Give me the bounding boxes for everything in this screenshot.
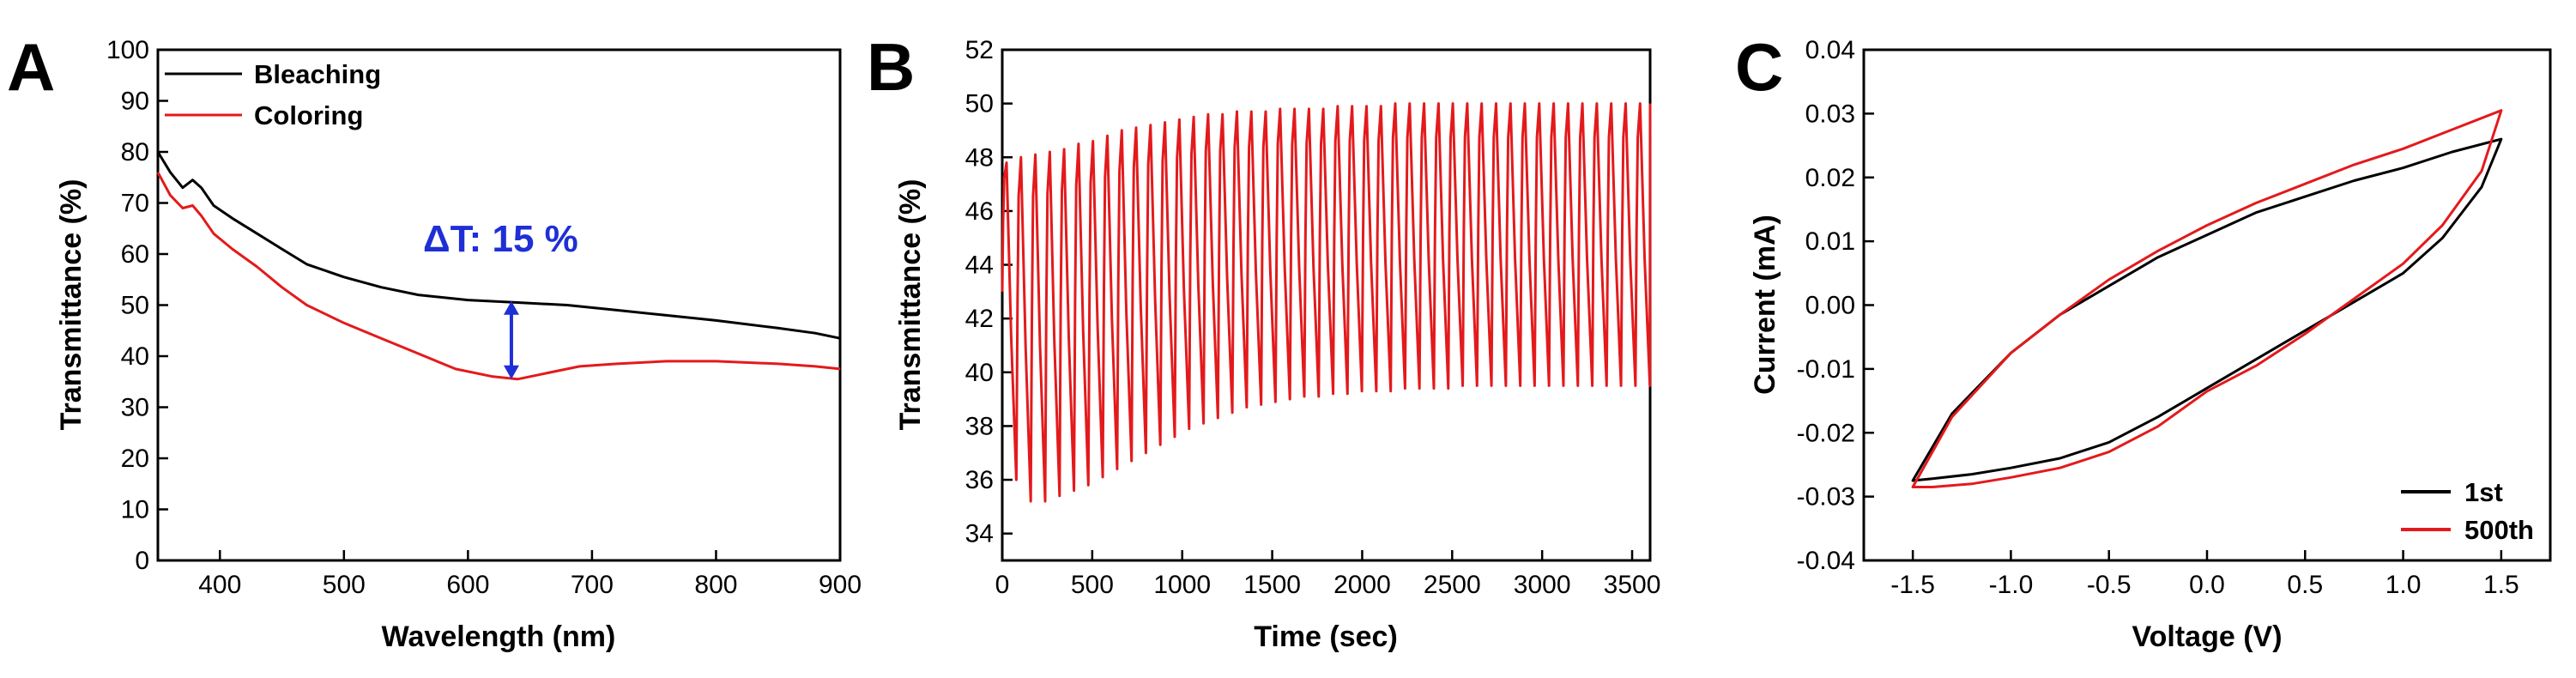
y-tick-label: 0.04 [1805, 36, 1855, 64]
x-tick-label: 1000 [1153, 571, 1211, 599]
panel-c-x-title: Voltage (V) [2132, 620, 2282, 653]
panel-c-x-axis: -1.5 -1.0 -0.5 0.0 0.5 1.0 1.5 [1890, 550, 2519, 599]
y-tick-label: 50 [121, 292, 149, 320]
y-tick-label: -0.04 [1797, 547, 1855, 575]
panel-a-y-axis: 0 10 20 30 40 50 60 70 80 90 100 [106, 36, 168, 575]
x-tick-label: -0.5 [2087, 571, 2132, 599]
x-tick-label: 0.5 [2287, 571, 2323, 599]
panel-a-series [156, 151, 841, 381]
panel-a-x-axis: 400 500 600 700 800 900 [198, 550, 862, 599]
x-tick-label: -1.0 [1989, 571, 2034, 599]
x-tick-label: 1500 [1243, 571, 1301, 599]
delta-t-label: ΔT: 15 % [423, 218, 578, 260]
panel-c-y-title: Current (mA) [1749, 215, 1781, 395]
series-line-cycling [1001, 102, 1652, 503]
series-line-coloring [156, 172, 841, 381]
y-tick-label: 40 [965, 359, 994, 387]
y-tick-label: 20 [121, 445, 149, 473]
delta-t-arrowhead-bottom [503, 365, 519, 379]
series-line-bleaching [156, 151, 841, 340]
series-line-1st [1911, 137, 2503, 482]
y-tick-label: 10 [121, 496, 149, 524]
y-tick-label: 30 [121, 394, 149, 422]
x-tick-label: 700 [571, 571, 614, 599]
y-tick-label: 0 [135, 547, 149, 575]
panel-b-y-title: Transmittance (%) [894, 179, 927, 431]
x-tick-label: -1.5 [1890, 571, 1935, 599]
panel-a-x-title: Wavelength (nm) [382, 620, 616, 653]
panel-b-y-axis: 34 36 38 40 42 44 46 48 50 52 [965, 36, 1013, 548]
x-tick-label: 0.0 [2189, 571, 2225, 599]
panel-b: B 34 36 38 40 42 44 46 48 50 52 0 500 1000 1500 2000 2… [867, 29, 1660, 653]
y-tick-label: -0.03 [1797, 483, 1855, 512]
legend-label-coloring: Coloring [254, 100, 363, 130]
x-tick-label: 1.5 [2483, 571, 2519, 599]
panel-a-y-title: Transmittance (%) [55, 179, 88, 431]
series-line-500th [1911, 109, 2503, 488]
y-tick-label: 50 [965, 90, 994, 118]
y-tick-label: 0.01 [1805, 227, 1855, 256]
panel-b-letter: B [867, 29, 915, 105]
legend-label-500th: 500th [2464, 515, 2534, 545]
delta-t-annotation: ΔT: 15 % [423, 218, 578, 379]
panel-c-y-axis: -0.04 -0.03 -0.02 -0.01 0.00 0.01 0.02 0.03 0.04 [1797, 36, 1874, 575]
y-tick-label: 44 [965, 251, 994, 280]
x-tick-label: 500 [323, 571, 366, 599]
legend-label-bleaching: Bleaching [254, 59, 381, 89]
panel-a-letter: A [7, 29, 55, 105]
x-tick-label: 2500 [1424, 571, 1481, 599]
x-tick-label: 900 [819, 571, 862, 599]
y-tick-label: 38 [965, 412, 994, 440]
y-tick-label: 40 [121, 342, 149, 371]
panel-c: C -0.04 -0.03 -0.02 -0.01 0.00 0.01 0.02 0.03 0.… [1735, 29, 2552, 653]
x-tick-label: 2000 [1333, 571, 1391, 599]
panel-c-letter: C [1735, 29, 1783, 105]
y-tick-label: 48 [965, 143, 994, 172]
y-tick-label: 0.02 [1805, 164, 1855, 192]
y-tick-label: 52 [965, 36, 994, 64]
y-tick-label: 90 [121, 88, 149, 116]
x-tick-label: 3500 [1604, 571, 1661, 599]
panel-c-legend: 1st 500th [2401, 477, 2534, 545]
panel-c-series [1911, 109, 2503, 488]
panel-a-legend: Bleaching Coloring [165, 59, 381, 130]
x-tick-label: 0 [995, 571, 1010, 599]
y-tick-label: 80 [121, 138, 149, 166]
x-tick-label: 600 [446, 571, 489, 599]
panel-b-series [1001, 102, 1652, 503]
y-tick-label: 70 [121, 190, 149, 218]
x-tick-label: 400 [198, 571, 241, 599]
y-tick-label: -0.01 [1797, 355, 1855, 384]
y-tick-label: 42 [965, 305, 994, 333]
panel-b-x-title: Time (sec) [1254, 620, 1398, 653]
y-tick-label: 100 [106, 36, 149, 64]
x-tick-label: 500 [1071, 571, 1114, 599]
x-tick-label: 1.0 [2386, 571, 2422, 599]
y-tick-label: 34 [965, 520, 994, 548]
y-tick-label: 36 [965, 466, 994, 494]
panel-b-x-axis: 0 500 1000 1500 2000 2500 3000 3500 [995, 550, 1661, 599]
y-tick-label: 0.03 [1805, 100, 1855, 128]
y-tick-label: 60 [121, 240, 149, 269]
y-tick-label: 46 [965, 197, 994, 226]
legend-label-1st: 1st [2464, 477, 2503, 507]
y-tick-label: 0.00 [1805, 292, 1855, 320]
y-tick-label: -0.02 [1797, 419, 1855, 447]
panel-a: A 0 10 20 30 40 50 60 70 80 90 100 400 500 600 700 800… [7, 29, 862, 653]
x-tick-label: 800 [694, 571, 737, 599]
delta-t-arrowhead-top [503, 300, 519, 315]
x-tick-label: 3000 [1514, 571, 1571, 599]
